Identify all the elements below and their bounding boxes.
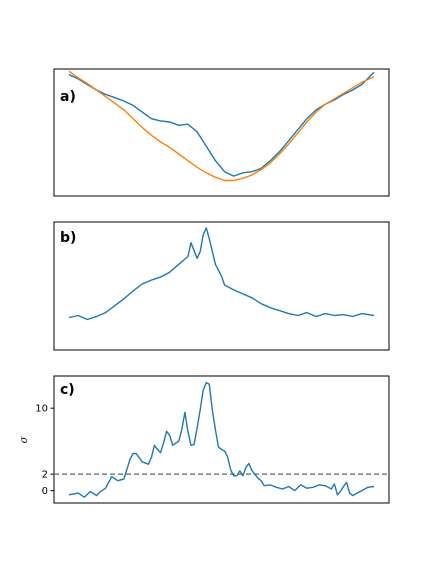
panel-a-series	[68, 70, 375, 182]
panel-a-frame	[53, 68, 390, 197]
panel-a-series-line-2	[68, 70, 375, 182]
panel-a: a)	[53, 68, 390, 197]
panel-c-y-axis-label: σ	[19, 435, 30, 443]
panel-a-series-line-1	[68, 71, 375, 177]
y-tick-label: 0	[42, 486, 48, 497]
y-tick-label: 10	[35, 404, 48, 415]
panel-b: b)	[53, 221, 390, 351]
panel-c-series-line-1	[68, 381, 375, 498]
panel-b-series-line-1	[68, 227, 375, 321]
panel-a-label: a)	[60, 89, 76, 105]
panel-c: 0 2 10 c) σ	[19, 375, 390, 504]
panel-c-frame	[53, 375, 390, 504]
panel-b-label: b)	[60, 230, 76, 246]
panel-c-label: c)	[60, 382, 75, 398]
panel-b-frame	[53, 221, 390, 351]
y-tick-label: 2	[42, 470, 48, 481]
panel-c-series	[68, 381, 375, 498]
panel-b-series	[68, 227, 375, 321]
panel-c-y-ticks: 0 2 10	[35, 404, 54, 497]
